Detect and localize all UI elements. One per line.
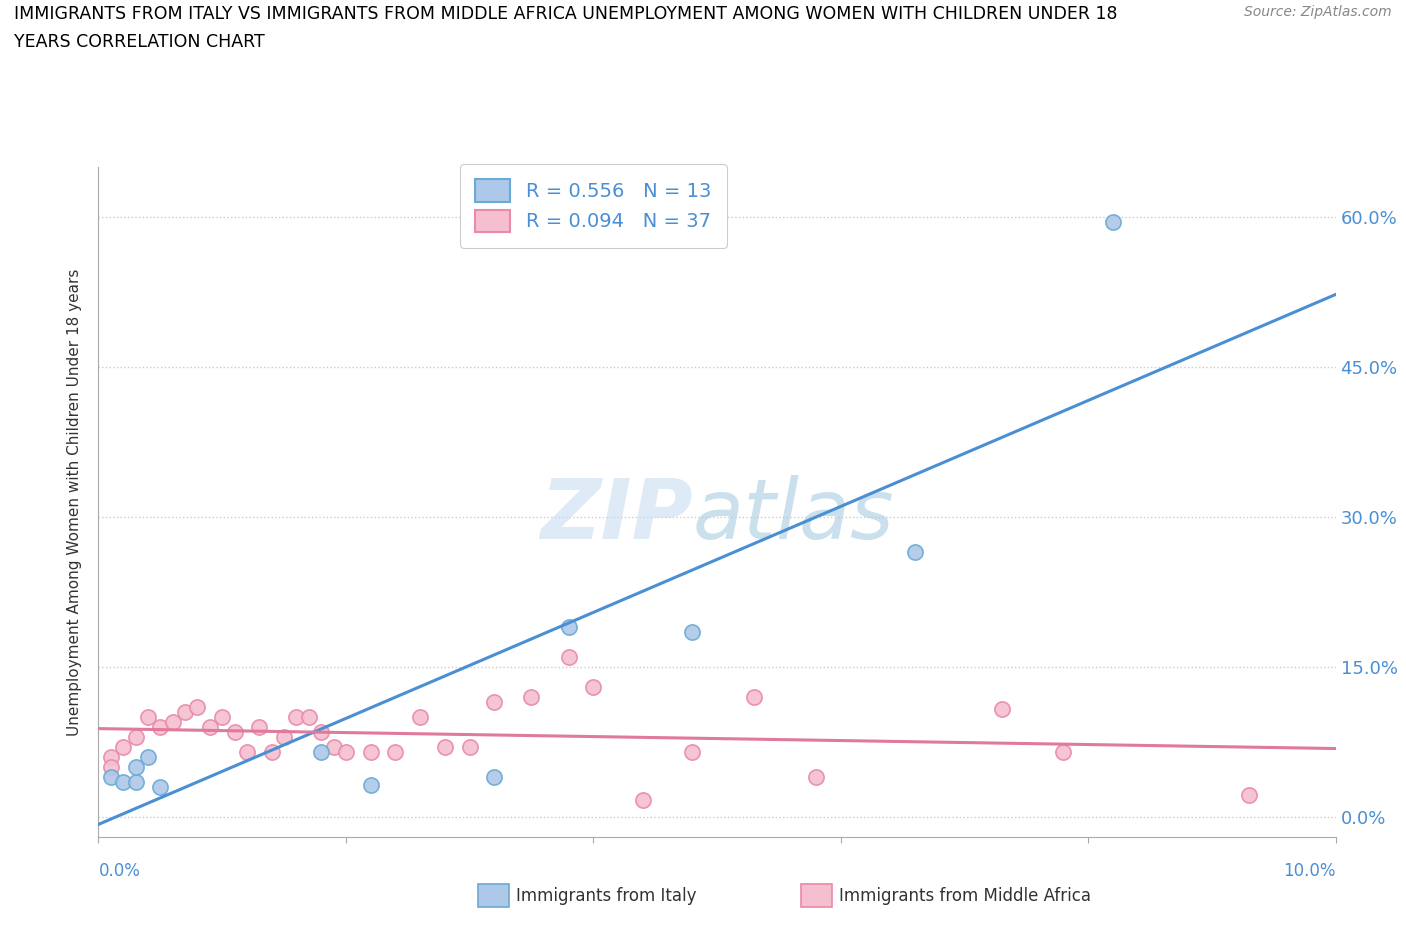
Point [236, 745, 259, 760]
Point [322, 739, 344, 754]
Text: ZIP: ZIP [540, 475, 692, 556]
Point [247, 720, 270, 735]
Text: 0.0%: 0.0% [98, 862, 141, 880]
Text: Immigrants from Middle Africa: Immigrants from Middle Africa [839, 886, 1091, 905]
Point [112, 775, 135, 790]
Point [360, 777, 382, 792]
Point [298, 710, 321, 724]
Point [260, 745, 283, 760]
Point [1237, 788, 1260, 803]
Point [409, 710, 432, 724]
Point [100, 750, 122, 764]
Point [384, 745, 406, 760]
Text: Immigrants from Italy: Immigrants from Italy [516, 886, 696, 905]
Point [520, 690, 543, 705]
Point [186, 699, 208, 714]
Point [484, 770, 506, 785]
Point [224, 724, 246, 739]
Point [904, 545, 927, 560]
Point [484, 695, 506, 710]
Point [681, 625, 703, 640]
Y-axis label: Unemployment Among Women with Children Under 18 years: Unemployment Among Women with Children U… [67, 269, 83, 736]
Text: IMMIGRANTS FROM ITALY VS IMMIGRANTS FROM MIDDLE AFRICA UNEMPLOYMENT AMONG WOMEN : IMMIGRANTS FROM ITALY VS IMMIGRANTS FROM… [14, 5, 1118, 22]
Point [804, 770, 827, 785]
Text: atlas: atlas [692, 475, 894, 556]
Point [1052, 745, 1074, 760]
Point [198, 720, 221, 735]
Point [136, 750, 159, 764]
Legend: R = 0.556   N = 13, R = 0.094   N = 37: R = 0.556 N = 13, R = 0.094 N = 37 [460, 164, 727, 247]
Text: YEARS CORRELATION CHART: YEARS CORRELATION CHART [14, 33, 264, 50]
Text: 10.0%: 10.0% [1284, 862, 1336, 880]
Point [335, 745, 357, 760]
Point [309, 745, 332, 760]
Point [100, 760, 122, 775]
Point [631, 792, 654, 807]
Point [273, 730, 295, 745]
Text: Source: ZipAtlas.com: Source: ZipAtlas.com [1244, 5, 1392, 19]
Point [458, 739, 481, 754]
Point [211, 710, 233, 724]
Point [433, 739, 456, 754]
Point [360, 745, 382, 760]
Point [136, 710, 159, 724]
Point [285, 710, 308, 724]
Point [124, 760, 146, 775]
Point [309, 724, 332, 739]
Point [112, 739, 135, 754]
Point [742, 690, 765, 705]
Point [174, 705, 197, 720]
Point [557, 650, 579, 665]
Point [990, 701, 1012, 716]
Point [100, 770, 122, 785]
Point [162, 714, 184, 729]
Point [557, 619, 579, 634]
Point [149, 779, 172, 794]
Point [582, 680, 605, 695]
Point [681, 745, 703, 760]
Point [149, 720, 172, 735]
Point [124, 730, 146, 745]
Point [1102, 215, 1125, 230]
Point [124, 775, 146, 790]
